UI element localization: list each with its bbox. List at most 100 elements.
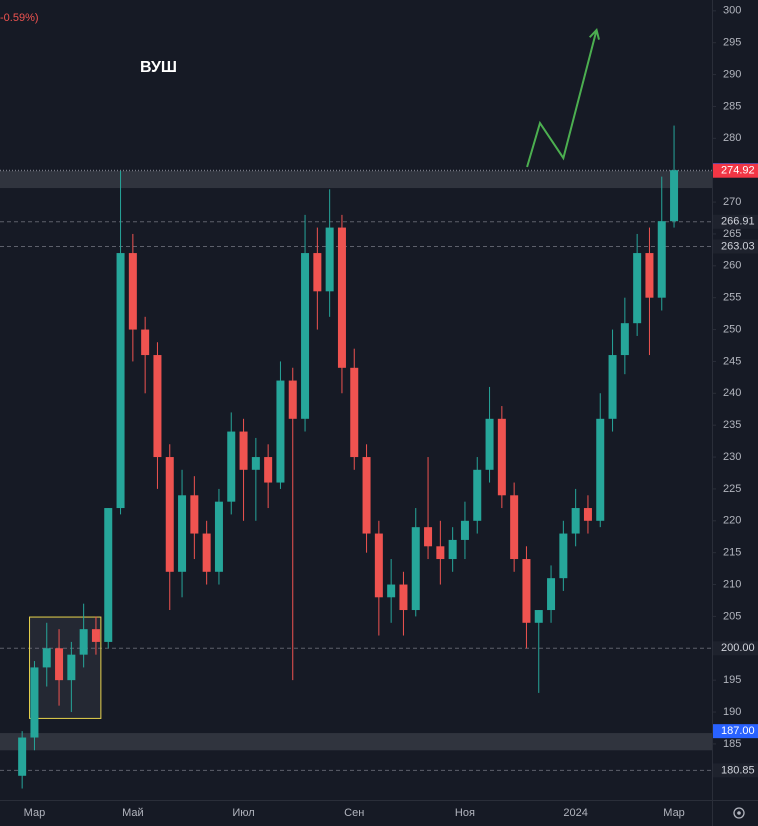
candle-body: [350, 367, 359, 458]
candle-body: [337, 227, 346, 368]
candle-body: [608, 355, 617, 419]
y-tick-label: 190: [723, 706, 741, 718]
y-tick-label: 205: [723, 610, 741, 622]
price-zone: [0, 733, 712, 751]
candle-body: [165, 457, 174, 572]
y-tick-label: 225: [723, 483, 741, 495]
candle-body: [411, 527, 420, 611]
x-tick-label: Июл: [232, 807, 254, 819]
candle-body: [141, 329, 150, 356]
price-tag-label: 263.03: [721, 240, 755, 252]
price-zone: [0, 170, 712, 189]
candle-body: [522, 559, 531, 623]
candle-body: [67, 654, 76, 681]
candle-body: [264, 457, 273, 483]
price-tag: [713, 163, 758, 178]
candle-body: [91, 629, 100, 642]
candle-body: [202, 533, 211, 572]
price-tag: [713, 724, 758, 739]
y-tick-label: 185: [723, 738, 741, 750]
candle-body: [42, 648, 51, 668]
x-tick-label: Мар: [24, 807, 46, 819]
candle-body: [18, 737, 27, 776]
candle-body: [645, 253, 654, 298]
candle-body: [547, 578, 556, 611]
x-tick-label: Мар: [663, 807, 685, 819]
settings-ring[interactable]: [733, 807, 745, 819]
price-tag-label: 200.00: [721, 642, 755, 654]
candle-body: [325, 227, 334, 292]
candle-body: [79, 629, 88, 655]
y-tick-label: 280: [723, 132, 741, 144]
candle-body: [620, 323, 629, 356]
candle-body: [657, 221, 666, 298]
candle-body: [473, 469, 482, 521]
candle-body: [227, 431, 236, 502]
candle-body: [448, 539, 457, 560]
price-tag: [713, 214, 758, 229]
highlight-box: [29, 616, 102, 719]
candle-body: [313, 253, 322, 292]
candle-body: [374, 533, 383, 598]
candle-body: [276, 380, 285, 483]
x-tick-label: Сен: [344, 807, 364, 819]
candle-body: [178, 495, 187, 572]
candle-body: [583, 508, 592, 521]
candle-body: [424, 527, 433, 547]
candle-body: [596, 418, 605, 521]
change-text: -0.59%): [0, 12, 39, 24]
candle-body: [571, 508, 580, 534]
y-tick-label: 260: [723, 260, 741, 272]
candle-body: [104, 508, 113, 642]
y-tick-label: 240: [723, 387, 741, 399]
candle-body: [670, 170, 679, 222]
price-tag-label: 187.00: [721, 725, 755, 737]
candle-body: [534, 610, 543, 623]
price-tag-label: 274.92: [721, 165, 755, 177]
candle-body: [633, 253, 642, 324]
y-tick-label: 210: [723, 578, 741, 590]
price-tag-label: 180.85: [721, 764, 755, 776]
chart-title: ВУШ: [140, 59, 177, 76]
y-tick-label: 220: [723, 515, 741, 527]
y-tick-label: 285: [723, 100, 741, 112]
candle-body: [55, 648, 64, 681]
candle-body: [301, 253, 310, 419]
settings-icon[interactable]: [733, 807, 745, 819]
y-tick-label: 245: [723, 355, 741, 367]
candle-body: [116, 253, 125, 509]
candle-body: [485, 418, 494, 470]
settings-dot[interactable]: [737, 811, 741, 815]
candle-body: [362, 457, 371, 534]
price-tag-label: 266.91: [721, 216, 755, 228]
candle-body: [128, 253, 137, 330]
price-tag: [713, 763, 758, 778]
y-tick-label: 235: [723, 419, 741, 431]
candle-body: [510, 495, 519, 560]
candle-body: [436, 546, 445, 560]
x-tick-label: Май: [122, 807, 144, 819]
candle-body: [399, 584, 408, 611]
y-tick-label: 195: [723, 674, 741, 686]
candle-body: [239, 431, 248, 470]
candle-body: [460, 520, 469, 540]
candle-body: [251, 457, 260, 470]
candle-body: [497, 418, 506, 496]
candle-body: [214, 501, 223, 572]
candle-body: [190, 495, 199, 534]
y-tick-label: 270: [723, 196, 741, 208]
arrow-line: [526, 29, 598, 168]
x-tick-label: 2024: [563, 807, 587, 819]
candle-body: [30, 667, 39, 738]
candle-body: [387, 584, 396, 598]
y-tick-label: 265: [723, 228, 741, 240]
candle-body: [559, 533, 568, 579]
y-tick-label: 250: [723, 323, 741, 335]
y-tick-label: 295: [723, 37, 741, 49]
y-tick-label: 290: [723, 68, 741, 80]
y-tick-label: 300: [723, 5, 741, 17]
candle-body: [153, 355, 162, 458]
y-tick-label: 255: [723, 292, 741, 304]
candle-body: [288, 380, 297, 419]
